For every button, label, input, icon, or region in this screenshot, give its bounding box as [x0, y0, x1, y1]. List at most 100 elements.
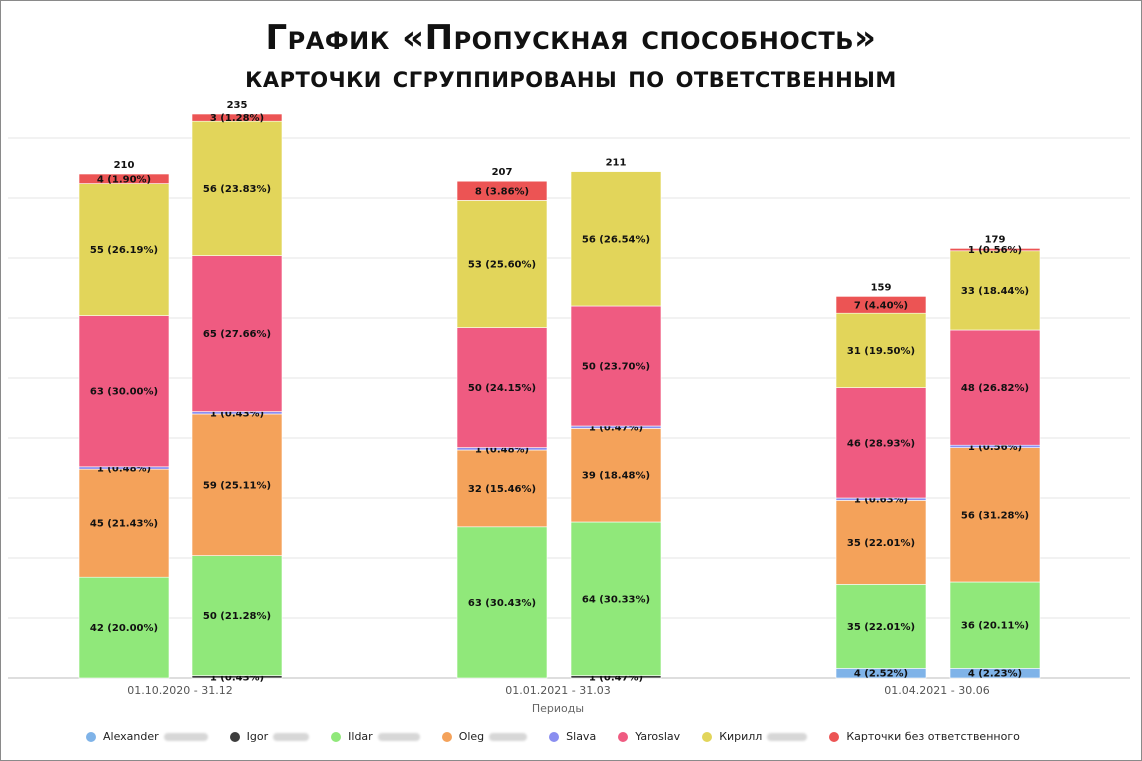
legend-swatch [549, 731, 560, 742]
bar-segment [835, 387, 927, 499]
bar-segment [570, 171, 662, 307]
bar-segment [78, 173, 170, 184]
bar-segment [78, 468, 170, 578]
segment-data-label: 55 (26.19%) [90, 245, 158, 256]
segment-data-label: 39 (18.48%) [582, 471, 650, 482]
legend-item[interactable]: Кирилл [702, 730, 808, 743]
bar-segment [835, 312, 927, 388]
bar-segment [835, 296, 927, 314]
segment-data-label: 4 (2.52%) [854, 669, 908, 680]
segment-data-label: 31 (19.50%) [847, 346, 915, 357]
legend-item[interactable]: Ildar [331, 730, 420, 743]
segment-data-label: 35 (22.01%) [847, 538, 915, 549]
legend-item[interactable]: Igor [229, 730, 310, 743]
bar-segment [78, 183, 170, 316]
bar-segment [191, 413, 283, 556]
segment-data-label: 4 (2.23%) [968, 669, 1022, 680]
bar-segment [456, 180, 548, 201]
x-axis-title: Периоды [532, 702, 584, 715]
segment-data-label: 53 (25.60%) [468, 260, 536, 271]
x-tick-label: 01.10.2020 - 31.12 [127, 684, 232, 697]
legend-item[interactable]: Alexander [86, 730, 208, 743]
legend-swatch [331, 731, 342, 742]
segment-data-label: 45 (21.43%) [90, 519, 158, 530]
redacted-surname [489, 732, 528, 741]
segment-data-label: 1 (0.47%) [589, 423, 643, 434]
legend-item[interactable]: Карточки без ответственного [829, 730, 1020, 743]
segment-data-label: 1 (0.48%) [97, 464, 151, 475]
segment-data-label: 33 (18.44%) [961, 286, 1029, 297]
segment-data-label: 56 (23.83%) [203, 184, 271, 195]
bar-total-label: 211 [606, 158, 627, 169]
bar-total-label: 179 [985, 234, 1006, 245]
segment-data-label: 1 (0.43%) [210, 672, 264, 683]
bar-segment [191, 255, 283, 412]
redacted-surname [767, 732, 808, 741]
bar-total-label: 235 [227, 100, 248, 111]
segment-data-label: 56 (26.54%) [582, 234, 650, 245]
segment-data-label: 1 (0.47%) [589, 672, 643, 683]
legend-swatch [618, 731, 629, 742]
bar-segment [570, 521, 662, 676]
segment-data-label: 1 (0.43%) [210, 408, 264, 419]
segment-data-label: 48 (26.82%) [961, 383, 1029, 394]
chart-subtitle: карточки сгруппированы по ответственным [245, 60, 897, 95]
segment-data-label: 56 (31.28%) [961, 510, 1029, 521]
segment-data-label: 1 (0.56%) [968, 442, 1022, 453]
legend-label: Oleg [458, 730, 485, 743]
segment-data-label: 35 (22.01%) [847, 622, 915, 633]
legend-swatch [441, 731, 452, 742]
segment-data-label: 1 (0.63%) [854, 495, 908, 506]
segment-data-label: 32 (15.46%) [468, 484, 536, 495]
segment-data-label: 42 (20.00%) [90, 623, 158, 634]
x-tick-label: 01.04.2021 - 30.06 [884, 684, 989, 697]
segment-data-label: 65 (27.66%) [203, 329, 271, 340]
legend-label: Кирилл [719, 730, 763, 743]
bar-segment [835, 584, 927, 669]
legend-swatch [702, 731, 713, 742]
bar-segment [456, 449, 548, 528]
bar-total-label: 210 [114, 160, 135, 171]
legend-swatch [829, 731, 840, 742]
bar-segment [78, 576, 170, 679]
bar-segment [456, 327, 548, 448]
segment-data-label: 1 (0.48%) [475, 444, 529, 455]
segment-data-label: 36 (20.11%) [961, 621, 1029, 632]
segment-data-label: 7 (4.40%) [854, 300, 908, 311]
redacted-surname [273, 732, 310, 741]
legend-label: Alexander [103, 730, 159, 743]
bar-segment [835, 500, 927, 585]
legend-item[interactable]: Oleg [441, 730, 528, 743]
redacted-surname [163, 732, 208, 741]
chart-legend: Alexander Igor Ildar Oleg Slava Yaroslav Кирил… [86, 730, 1042, 743]
bar-segment [949, 447, 1041, 583]
redacted-surname [377, 732, 420, 741]
legend-label: Igor [246, 730, 269, 743]
bar-segment [191, 555, 283, 676]
segment-data-label: 4 (1.90%) [97, 174, 151, 185]
segment-data-label: 64 (30.33%) [582, 594, 650, 605]
legend-swatch [86, 731, 96, 742]
segment-data-label: 1 (0.56%) [968, 245, 1022, 256]
bar-segment [78, 315, 170, 468]
segment-data-label: 63 (30.00%) [90, 387, 158, 398]
stacked-bar-chart: 42 (20.00%) 45 (21.43%) 1 (0.48%) 63 (30.00… [8, 100, 1130, 715]
legend-label: Slava [566, 730, 597, 743]
bar-segment [191, 113, 283, 122]
segment-data-label: 63 (30.43%) [468, 598, 536, 609]
segment-data-label: 59 (25.11%) [203, 480, 271, 491]
bar-total-label: 159 [871, 282, 892, 293]
segment-data-label: 50 (23.70%) [582, 362, 650, 373]
legend-label: Ildar [348, 730, 373, 743]
bar-segment [456, 200, 548, 328]
legend-item[interactable]: Slava [549, 730, 596, 743]
x-tick-label: 01.01.2021 - 31.03 [505, 684, 610, 697]
segment-data-label: 8 (3.86%) [475, 186, 529, 197]
segment-data-label: 50 (21.28%) [203, 611, 271, 622]
bar-segment [949, 581, 1041, 669]
bar-segment [191, 120, 283, 256]
legend-item[interactable]: Yaroslav [618, 730, 680, 743]
bar-segment [949, 329, 1041, 446]
bar-segment [949, 250, 1041, 331]
segment-data-label: 50 (24.15%) [468, 383, 536, 394]
